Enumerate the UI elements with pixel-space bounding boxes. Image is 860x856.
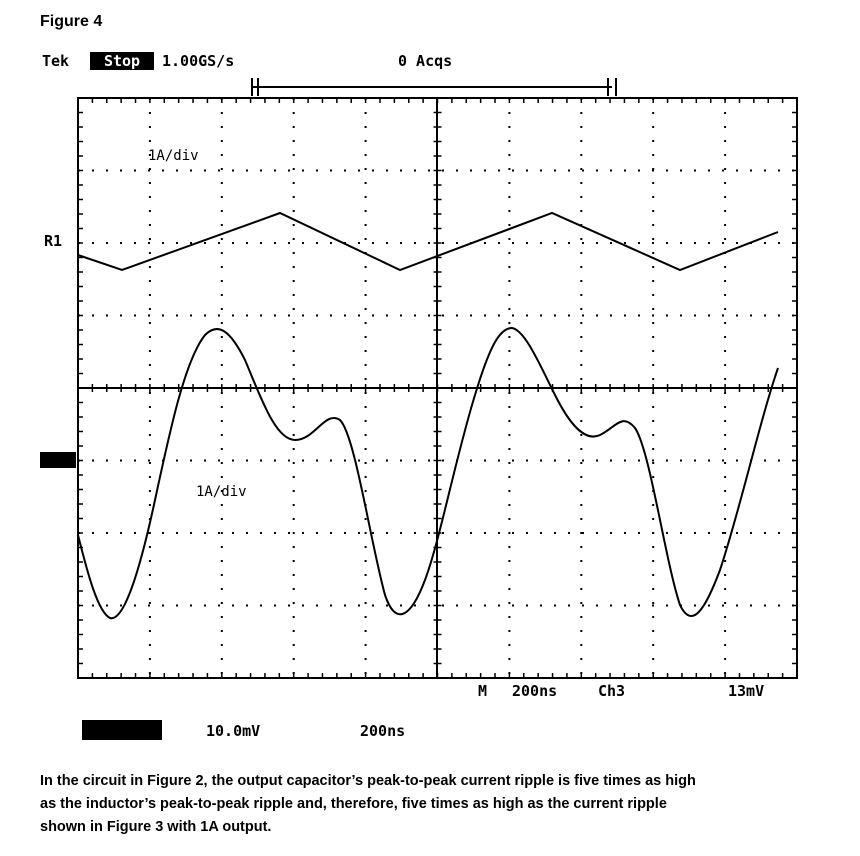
brand: Tek: [42, 52, 69, 70]
figure-label: Figure 4: [40, 13, 102, 30]
trace-2-marker: [40, 452, 76, 468]
acquisitions: 0 Acqs: [398, 52, 452, 70]
readout-level: 13mV: [728, 682, 764, 700]
graticule: [77, 97, 798, 679]
trace-1-scale: 1A/div: [148, 148, 199, 164]
ref-box: [82, 720, 162, 740]
ref-time: 200ns: [360, 722, 405, 740]
readout-channel: Ch3: [598, 682, 625, 700]
readout-mode: M: [478, 682, 487, 700]
trace-1: [77, 211, 779, 272]
ref-volts: 10.0mV: [206, 722, 260, 740]
status: Stop: [104, 52, 140, 70]
trace-2-scale: 1A/div: [196, 484, 247, 500]
caption-line: as the inductor’s peak-to-peak ripple an…: [40, 796, 667, 812]
trace-2: [77, 326, 779, 620]
status-box: [90, 52, 154, 70]
readout-timebase: 200ns: [512, 682, 557, 700]
caption-line: In the circuit in Figure 2, the output c…: [40, 773, 696, 789]
sample-rate: 1.00GS/s: [162, 52, 234, 70]
trace-1-marker: R1: [44, 232, 62, 250]
record-bracket: [251, 78, 617, 96]
caption-line: shown in Figure 3 with 1A output.: [40, 819, 271, 835]
